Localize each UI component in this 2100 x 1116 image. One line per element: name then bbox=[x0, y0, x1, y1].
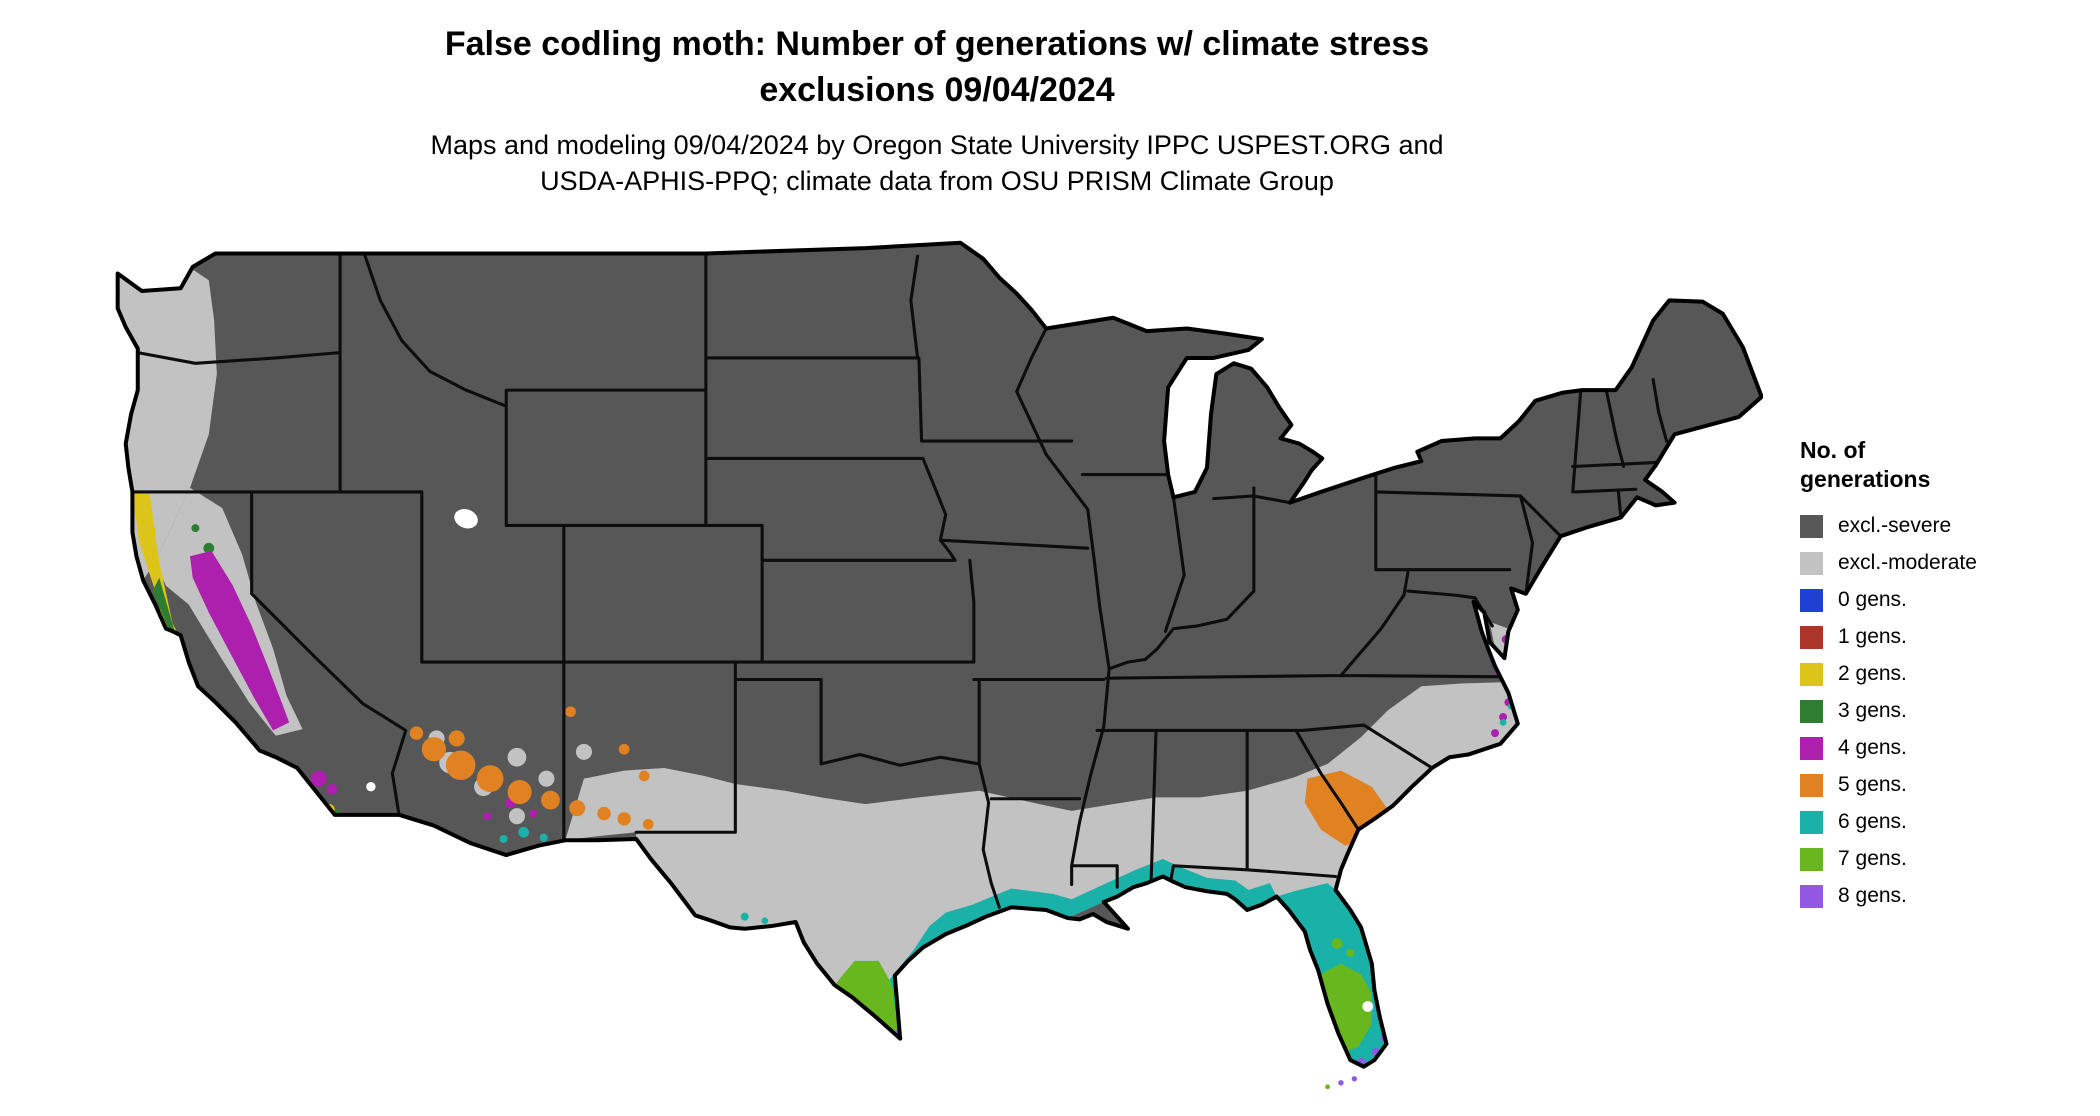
map-subtitle-line2: USDA-APHIS-PPQ; climate data from OSU PR… bbox=[540, 165, 1334, 196]
legend-swatch bbox=[1800, 625, 1823, 649]
legend-swatch bbox=[1800, 884, 1823, 908]
map-title-line2: exclusions 09/04/2024 bbox=[759, 70, 1115, 109]
legend-item: excl.-moderate bbox=[1800, 551, 2090, 575]
legend-title: No. of generations bbox=[1800, 436, 2090, 495]
legend-label: 0 gens. bbox=[1838, 588, 1907, 612]
legend-items: excl.-severe excl.-moderate 0 gens. 1 ge… bbox=[1800, 514, 2090, 908]
legend-label: 2 gens. bbox=[1838, 662, 1907, 686]
legend-swatch bbox=[1800, 847, 1823, 871]
legend-label: 3 gens. bbox=[1838, 699, 1907, 723]
layer-8-gens bbox=[894, 1003, 1388, 1067]
legend-item: 1 gens. bbox=[1800, 625, 2090, 649]
legend-label: 6 gens. bbox=[1838, 810, 1907, 834]
legend-swatch bbox=[1800, 588, 1823, 612]
us-map-container bbox=[115, 240, 1763, 1111]
map-header: False codling moth: Number of generation… bbox=[0, 22, 1874, 200]
legend-item: 3 gens. bbox=[1800, 699, 2090, 723]
legend-label: 1 gens. bbox=[1838, 625, 1907, 649]
map-subtitle: Maps and modeling 09/04/2024 by Oregon S… bbox=[0, 128, 1874, 200]
legend-label: 4 gens. bbox=[1838, 736, 1907, 760]
legend-item: 8 gens. bbox=[1800, 884, 2090, 908]
us-map bbox=[115, 240, 1763, 1090]
legend-swatch bbox=[1800, 662, 1823, 686]
legend-item: 0 gens. bbox=[1800, 588, 2090, 612]
legend-item: 2 gens. bbox=[1800, 662, 2090, 686]
layer-excl-severe bbox=[117, 242, 1762, 1067]
legend-label: excl.-severe bbox=[1838, 514, 1952, 538]
map-subtitle-line1: Maps and modeling 09/04/2024 by Oregon S… bbox=[430, 129, 1444, 160]
map-title-line1: False codling moth: Number of generation… bbox=[444, 25, 1430, 63]
legend-swatch bbox=[1800, 736, 1823, 760]
legend-item: 6 gens. bbox=[1800, 810, 2090, 834]
legend-label: 5 gens. bbox=[1838, 773, 1907, 797]
legend-title-line2: generations bbox=[1800, 466, 1931, 493]
legend-item: 7 gens. bbox=[1800, 847, 2090, 871]
legend-item: excl.-severe bbox=[1800, 514, 2090, 538]
layer-lakes bbox=[366, 509, 1374, 1012]
legend-swatch bbox=[1800, 514, 1823, 538]
legend-swatch bbox=[1800, 699, 1823, 723]
florida-keys-specks bbox=[1325, 1076, 1358, 1090]
map-legend: No. of generations excl.-severe excl.-mo… bbox=[1800, 436, 2090, 922]
legend-item: 4 gens. bbox=[1800, 736, 2090, 760]
state-borders bbox=[130, 251, 1669, 909]
legend-item: 5 gens. bbox=[1800, 773, 2090, 797]
legend-title-line1: No. of bbox=[1800, 437, 1866, 463]
legend-label: 8 gens. bbox=[1838, 884, 1907, 908]
legend-swatch bbox=[1800, 810, 1823, 834]
legend-swatch bbox=[1800, 551, 1823, 575]
legend-label: 7 gens. bbox=[1838, 847, 1907, 871]
legend-label: excl.-moderate bbox=[1838, 551, 1977, 575]
legend-swatch bbox=[1800, 773, 1823, 797]
